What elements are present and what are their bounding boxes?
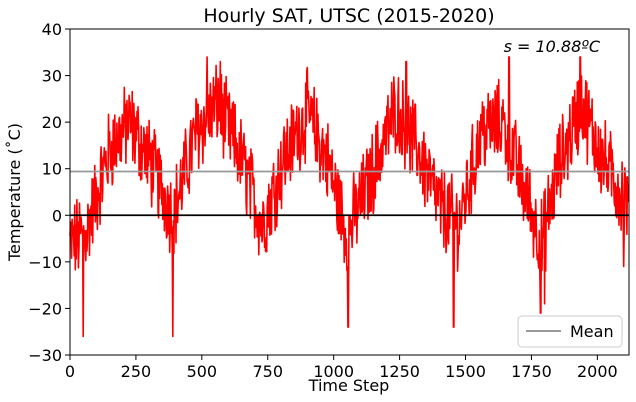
- y-tick-label: 40: [42, 20, 62, 39]
- legend: Mean: [517, 315, 623, 348]
- x-tick-label: 0: [65, 362, 75, 381]
- temperature-series-line: [69, 56, 630, 338]
- y-axis: −30 −20 −10 0 10 20 30 40: [28, 20, 70, 365]
- x-tick-label: 500: [187, 362, 218, 381]
- legend-mean-label: Mean: [570, 322, 614, 341]
- y-tick-label: 10: [42, 160, 62, 179]
- x-axis: 0 250 500 750 1000 1250 1500 1750 2000: [65, 355, 618, 381]
- series-layer: [69, 56, 630, 338]
- y-tick-label: 0: [52, 206, 62, 225]
- x-tick-label: 750: [252, 362, 283, 381]
- y-tick-label: −10: [28, 253, 62, 272]
- y-tick-label: −30: [28, 346, 62, 365]
- y-tick-label: 20: [42, 113, 62, 132]
- x-axis-label: Time Step: [308, 376, 390, 395]
- plot-area: [69, 28, 630, 356]
- std-annotation: s = 10.88ºC: [504, 37, 601, 56]
- x-tick-label: 250: [121, 362, 152, 381]
- x-tick-label: 1500: [445, 362, 486, 381]
- plot-frame: [69, 28, 630, 356]
- x-tick-label: 1000: [313, 362, 354, 381]
- x-tick-label: 2000: [577, 362, 618, 381]
- x-tick-label: 1750: [511, 362, 552, 381]
- x-tick-label: 1250: [379, 362, 420, 381]
- chart-title: Hourly SAT, UTSC (2015-2020): [203, 5, 494, 27]
- y-axis-label: Temperature (˚C): [5, 123, 24, 262]
- y-tick-label: −20: [28, 299, 62, 318]
- legend-box: [517, 315, 623, 348]
- y-tick-label: 30: [42, 67, 62, 86]
